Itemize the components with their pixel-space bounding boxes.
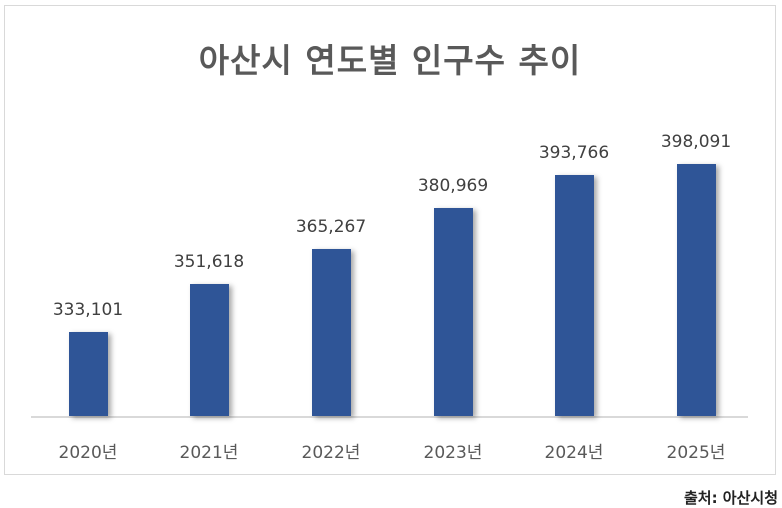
bar-2023: [433, 208, 473, 416]
bar-2022: [311, 248, 351, 416]
x-tick-label: 2022년: [301, 443, 361, 463]
x-tick-label: 2021년: [179, 443, 239, 463]
x-tick-label: 2024년: [544, 443, 604, 463]
x-axis-line: [31, 416, 748, 418]
value-label: 393,766: [538, 143, 610, 164]
value-label: 398,091: [660, 132, 732, 152]
value-label: 333,101: [52, 300, 124, 320]
bar-2021: [189, 284, 229, 416]
bar-2024: [554, 175, 594, 416]
source-note: 출처: 아산시청: [683, 489, 778, 507]
bar-2020: [68, 332, 108, 416]
value-label: 380,969: [417, 176, 489, 197]
x-tick-label: 2023년: [423, 443, 483, 463]
bar-2025: [676, 164, 716, 416]
chart-title: 아산시 연도별 인구수 추이: [198, 41, 582, 80]
x-tick-label: 2020년: [58, 443, 118, 463]
chart-frame: 아산시 연도별 인구수 추이 333,101 2020년 351,618 2021년 3…: [4, 5, 776, 475]
value-label: 351,618: [173, 252, 245, 273]
x-tick-label: 2025년: [666, 443, 726, 463]
value-label: 365,267: [295, 216, 367, 237]
